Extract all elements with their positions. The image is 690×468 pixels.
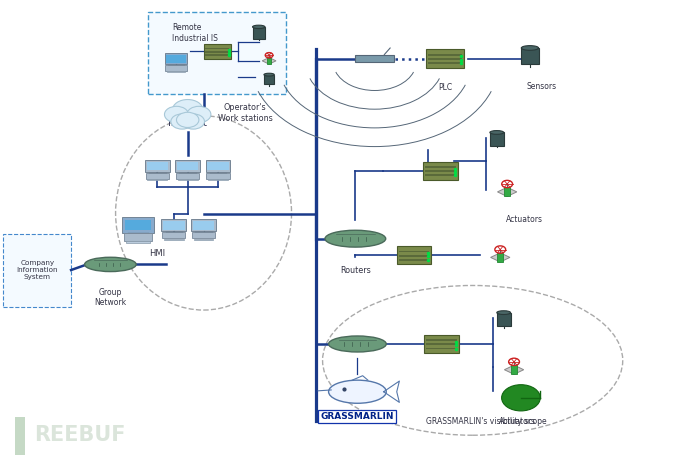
Bar <box>207 162 229 170</box>
Bar <box>497 253 503 262</box>
Bar <box>166 55 186 63</box>
Bar <box>428 58 462 60</box>
Bar <box>167 71 185 72</box>
Bar <box>426 339 457 342</box>
Bar <box>175 160 200 172</box>
Bar <box>399 259 429 261</box>
Bar <box>205 51 230 52</box>
Bar <box>399 250 429 253</box>
Bar <box>15 417 25 455</box>
Bar <box>397 246 431 264</box>
Bar <box>145 160 170 172</box>
Bar <box>504 187 510 197</box>
Text: Operator's
Work stations: Operator's Work stations <box>217 103 273 123</box>
Text: REEBUF: REEBUF <box>34 425 126 445</box>
Circle shape <box>502 385 540 411</box>
Bar <box>3 234 71 307</box>
Bar <box>206 160 230 172</box>
Bar <box>176 173 199 179</box>
Bar <box>522 48 539 64</box>
Circle shape <box>182 114 204 129</box>
Bar <box>194 239 213 240</box>
Bar <box>177 162 199 170</box>
Ellipse shape <box>328 336 386 352</box>
Bar <box>163 221 185 230</box>
Bar <box>423 161 457 180</box>
Bar <box>425 170 455 172</box>
Ellipse shape <box>325 230 386 247</box>
Bar <box>205 48 230 50</box>
Polygon shape <box>497 187 517 197</box>
Bar <box>146 162 168 170</box>
Bar <box>399 255 429 256</box>
Text: GRASSMARLIN's visibility scope: GRASSMARLIN's visibility scope <box>426 417 546 426</box>
Bar <box>424 335 459 353</box>
Bar <box>208 179 228 181</box>
Circle shape <box>187 106 211 123</box>
Text: PLC: PLC <box>438 83 452 92</box>
Ellipse shape <box>490 131 504 134</box>
Circle shape <box>164 106 188 123</box>
Bar <box>204 44 231 58</box>
Bar <box>426 49 464 68</box>
Ellipse shape <box>328 380 386 403</box>
Bar <box>124 234 152 241</box>
Bar <box>264 74 275 84</box>
Text: Actuators: Actuators <box>499 417 536 425</box>
Bar <box>178 179 197 181</box>
Text: Company
Information
System: Company Information System <box>17 260 58 280</box>
Text: Routers: Routers <box>340 266 371 275</box>
Bar <box>123 217 153 233</box>
Text: Actuators: Actuators <box>506 215 543 224</box>
Bar <box>497 313 511 326</box>
Bar <box>166 65 186 71</box>
Ellipse shape <box>85 257 136 271</box>
Text: HMI: HMI <box>149 249 166 258</box>
Bar <box>426 344 457 345</box>
Text: Internet: Internet <box>168 117 207 128</box>
Circle shape <box>172 100 203 120</box>
Bar <box>148 179 167 181</box>
Bar <box>126 241 150 243</box>
Bar <box>192 232 215 238</box>
Bar <box>193 221 215 230</box>
Polygon shape <box>491 253 510 262</box>
Bar <box>206 173 230 179</box>
Bar <box>267 58 271 64</box>
Bar <box>191 219 216 232</box>
Text: GRASSMARLIN: GRASSMARLIN <box>321 412 394 421</box>
Bar <box>148 12 286 94</box>
Bar <box>511 365 517 374</box>
Polygon shape <box>262 58 276 64</box>
Text: Group
Network: Group Network <box>95 288 126 307</box>
Bar <box>205 54 230 56</box>
Polygon shape <box>504 365 524 374</box>
Ellipse shape <box>497 311 511 314</box>
Bar <box>146 173 169 179</box>
Bar <box>355 55 394 62</box>
Text: Remote
Industrial IS: Remote Industrial IS <box>172 23 218 43</box>
Ellipse shape <box>253 25 265 29</box>
Circle shape <box>171 114 193 129</box>
Bar <box>490 132 504 146</box>
Bar <box>428 54 462 56</box>
Bar <box>425 175 455 176</box>
Bar <box>162 232 186 238</box>
Bar <box>164 239 184 240</box>
Bar <box>161 219 186 232</box>
Bar <box>164 53 187 65</box>
Circle shape <box>177 112 199 127</box>
Ellipse shape <box>522 46 538 50</box>
Ellipse shape <box>264 73 275 76</box>
Bar <box>425 166 455 168</box>
Bar <box>426 348 457 350</box>
Bar <box>125 220 152 230</box>
Bar <box>428 62 462 65</box>
Bar <box>253 27 265 39</box>
Text: Sensors: Sensors <box>526 82 557 91</box>
